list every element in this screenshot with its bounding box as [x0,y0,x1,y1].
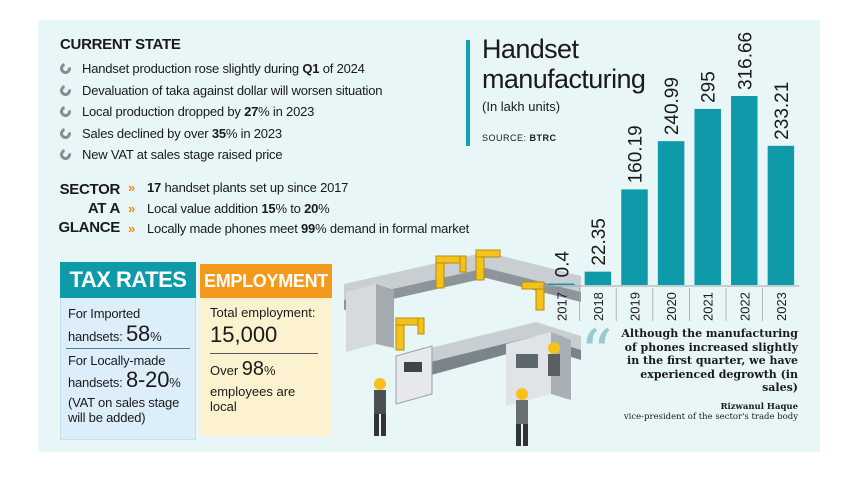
bar-value-label: 160.19 [626,125,647,183]
bar [731,96,758,285]
employment-divider [210,353,318,354]
sector-at-a-glance-list: » 17 handset plants set up since 2017 » Loc… [128,178,469,240]
sector-glance-item: » Local value addition 15% to 20% [128,199,469,220]
bar [767,145,795,285]
bar-value-label: 295 [699,71,720,103]
control-panel-icon [395,345,433,405]
chevron-right-icon: » [128,200,136,216]
current-state-list: Handset production rose slightly during … [57,58,383,166]
quote-role: vice-president of the sector's trade bod… [623,412,798,422]
employment-over-unit: % [264,363,276,378]
sector-label-line: SECTOR [59,181,121,198]
item-highlight: 17 [147,180,162,195]
sector-glance-item: » 17 handset plants set up since 2017 [128,178,469,199]
tax-local-label: handsets: [68,375,123,390]
tax-local-line2: handsets: 8-20% [68,369,181,391]
employment-heading: EMPLOYMENT [200,264,332,298]
employment-total-value: 15,000 [210,322,278,347]
employment-over-suffix: employees are local [210,384,296,414]
bar [621,189,648,285]
x-tick-label: 2020 [664,292,679,321]
factory-illustration [344,249,581,446]
current-state-item: Sales declined by over 35% in 2023 [57,123,382,145]
bar [657,141,685,285]
item-text: % in 2023 [225,125,282,141]
item-text: of 2024 [319,61,365,76]
employment-over-line: Over 98% [210,359,276,379]
tax-imported-unit: % [150,329,162,344]
sector-glance-item: » Locally made phones meet 99% demand in … [128,219,469,240]
x-tick-label: 2017 [554,292,569,321]
quote-name: Rizwanul Haque [720,402,798,412]
item-text: Handset production rose slightly during [82,61,303,76]
chart-source-value: BTRC [529,133,557,143]
quote-mark-icon: “ [580,317,613,391]
current-state-item: Devaluation of taka against dollar will … [57,80,383,102]
current-state-item: Handset production rose slightly during … [57,58,382,80]
item-highlight: 20 [304,200,319,216]
item-text: Sales declined by over [82,125,212,141]
current-state-item: Local production dropped by 27% in 2023 [57,101,382,123]
bar-value-label: 233.21 [772,82,793,140]
bar-value-label: 22.35 [589,218,610,266]
current-state-item: New VAT at sales stage raised price [57,144,382,166]
bar-value-label: 0.4 [552,251,573,278]
chart-title-bar [466,40,470,146]
bar [584,271,612,285]
x-tick-label: 2023 [774,292,789,321]
tax-divider [66,348,190,349]
worker-icon [374,342,560,446]
chevron-right-icon: » [128,180,136,195]
chart-source: SOURCE: BTRC [482,133,557,143]
x-tick-label: 2022 [737,292,752,321]
item-highlight: 99 [301,221,316,236]
item-highlight: Q1 [302,61,320,76]
item-text: % demand in formal market [315,221,470,236]
tax-imported-label: handsets: [68,329,123,344]
tax-rates-heading: TAX RATES [60,262,196,298]
sector-at-a-glance-label: SECTOR AT A GLANCE [52,180,120,237]
current-state-heading: CURRENT STATE [60,36,181,53]
sector-label-line: AT A [87,200,120,217]
bar-value-label: 316.66 [735,32,756,90]
item-highlight: 15 [261,200,276,216]
item-text: New VAT at sales stage raised price [82,147,283,162]
chart-title: Handset manufacturing [482,34,646,94]
x-tick-label: 2021 [701,292,716,321]
item-highlight: 27 [244,104,259,119]
tax-imported-line2: handsets: 58% [68,323,162,345]
tax-imported-line1: For Imported [68,306,141,321]
chart-source-label: SOURCE: [482,133,527,143]
employment-over-prefix: Over [210,363,239,378]
item-text: Local production dropped by [82,104,245,119]
conveyor-belt-icon [344,252,581,406]
item-highlight: 35 [211,125,226,141]
chevron-right-icon: » [128,221,136,236]
item-text: % [318,200,330,216]
quote-text: Although the manufacturing of phones inc… [621,327,798,394]
item-text: Devaluation of taka against dollar will … [82,82,383,98]
item-text: Locally made phones meet [147,221,302,236]
item-text: % in 2023 [258,104,315,119]
x-tick-label: 2019 [628,292,643,321]
sector-label-line: GLANCE [58,219,120,236]
bar [548,283,575,285]
employment-over-value: 98 [241,358,265,380]
tax-note: (VAT on sales stage will be added) [68,395,180,425]
item-text: handset plants set up since 2017 [161,180,349,195]
bar-value-label: 240.99 [662,77,683,135]
chart-subtitle: (In lakh units) [482,99,561,114]
item-text: % to [275,200,305,216]
tax-local-value: 8-20 [126,367,170,392]
tax-local-unit: % [169,375,181,390]
bar [694,108,721,285]
robot-arm-icon [395,249,545,351]
item-text: Local value addition [147,200,262,216]
tax-imported-value: 58 [126,321,151,346]
employment-total-label: Total employment: [210,305,316,320]
x-tick-label: 2018 [591,292,606,321]
tax-local-line1: For Locally-made [68,353,166,368]
